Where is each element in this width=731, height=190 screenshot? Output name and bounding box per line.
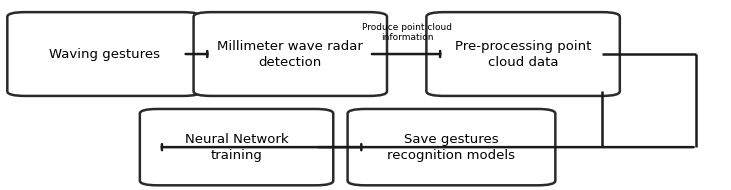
Text: Produce point cloud
information: Produce point cloud information (362, 23, 452, 42)
FancyBboxPatch shape (426, 12, 620, 96)
Text: Neural Network
training: Neural Network training (185, 133, 288, 162)
Text: Save gestures
recognition models: Save gestures recognition models (387, 133, 515, 162)
Text: Pre-processing point
cloud data: Pre-processing point cloud data (455, 40, 591, 69)
FancyBboxPatch shape (140, 109, 333, 185)
Text: Waving gestures: Waving gestures (48, 48, 159, 61)
FancyBboxPatch shape (347, 109, 556, 185)
Text: Millimeter wave radar
detection: Millimeter wave radar detection (217, 40, 363, 69)
FancyBboxPatch shape (7, 12, 201, 96)
FancyBboxPatch shape (194, 12, 387, 96)
